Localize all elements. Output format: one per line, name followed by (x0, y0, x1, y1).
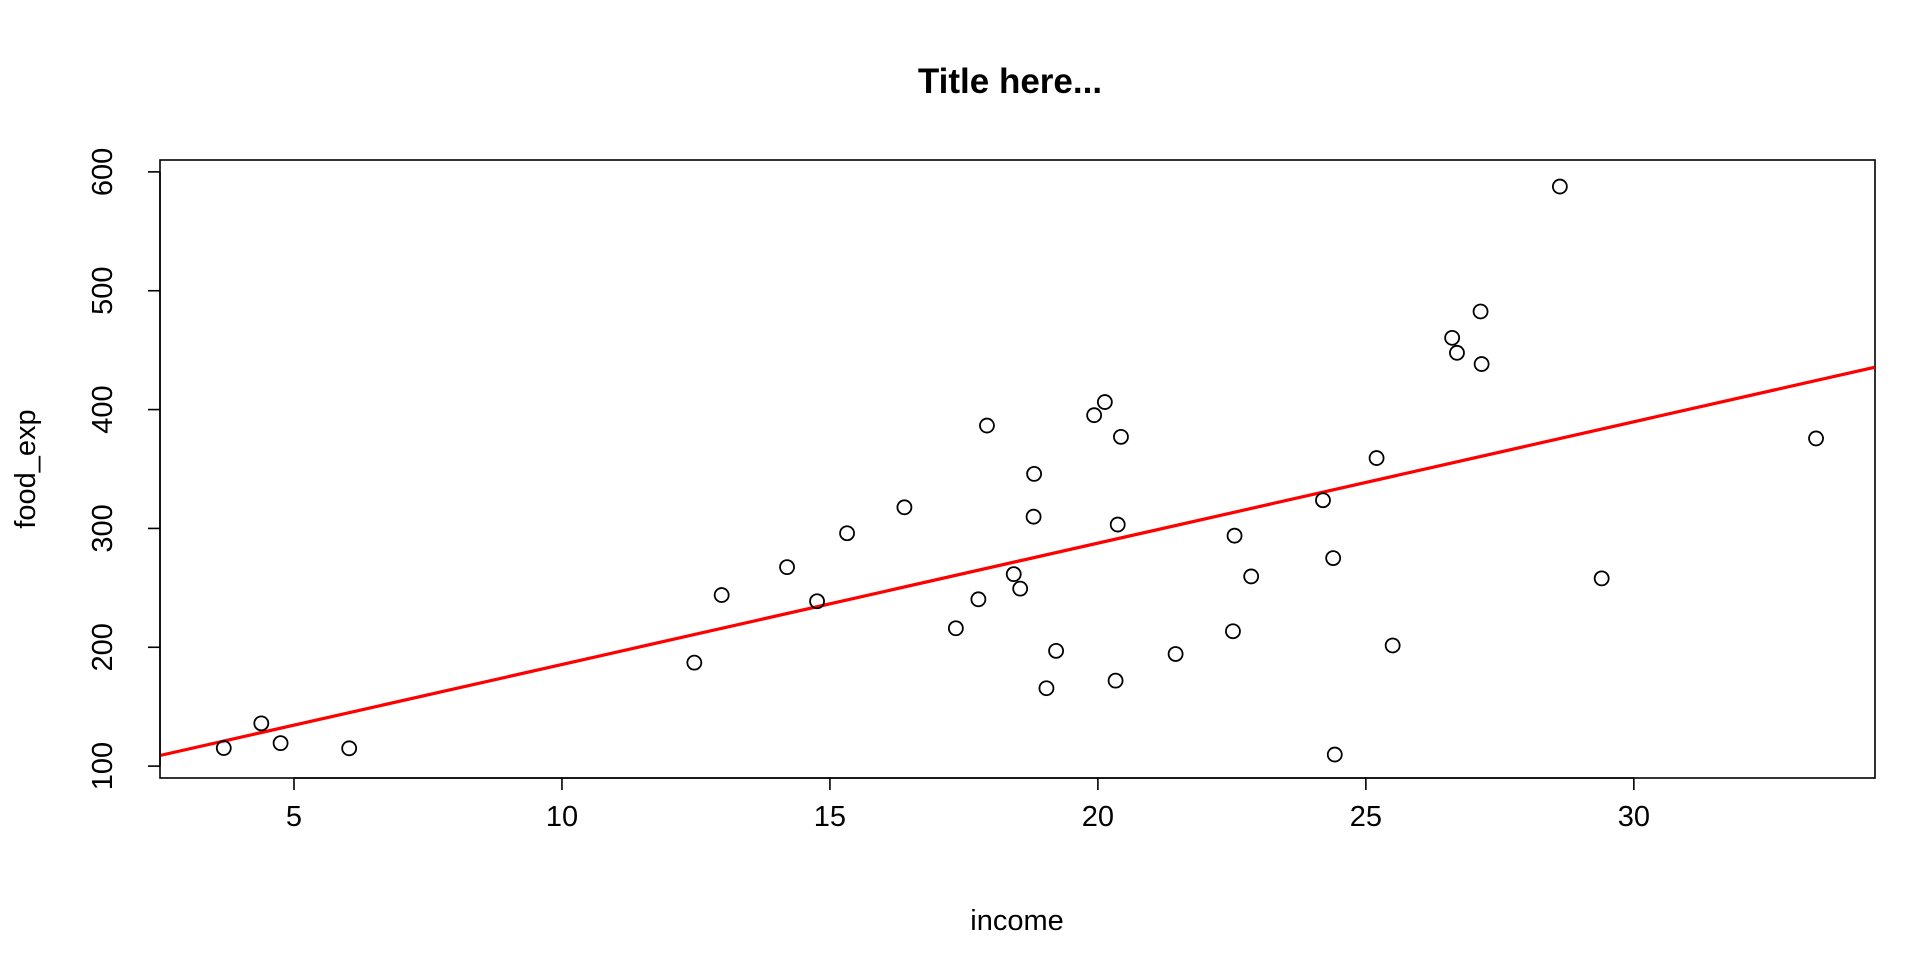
data-point (1225, 623, 1241, 640)
y-tick-label: 100 (87, 742, 119, 790)
data-point (1808, 430, 1824, 447)
x-tick-label: 25 (1350, 801, 1382, 833)
data-point (341, 740, 358, 757)
data-point (1167, 646, 1184, 662)
data-point (1226, 527, 1243, 544)
data-point (215, 740, 232, 756)
data-point (1113, 428, 1129, 445)
data-point (1444, 329, 1461, 346)
data-point (1026, 465, 1043, 482)
data-point (1096, 394, 1113, 410)
plot-frame (159, 159, 1876, 779)
data-point (1326, 746, 1343, 763)
data-point (1005, 566, 1022, 583)
y-tick-label: 200 (87, 623, 119, 671)
data-point (1109, 516, 1126, 533)
data-point (1473, 356, 1490, 372)
x-tick-label: 5 (286, 801, 302, 833)
data-point (1384, 637, 1401, 654)
x-axis-label: income (970, 905, 1064, 937)
y-tick-label: 300 (87, 504, 119, 552)
data-point (1012, 580, 1029, 597)
data-point (839, 525, 855, 542)
x-tick-label: 30 (1618, 801, 1650, 833)
data-point (1593, 570, 1610, 587)
y-axis-label: food_exp (10, 409, 42, 528)
data-point (1025, 508, 1042, 525)
data-point (1086, 407, 1103, 424)
data-point (686, 654, 703, 671)
data-point (272, 735, 289, 752)
data-point (896, 499, 913, 516)
data-point (713, 587, 730, 603)
y-tick-label: 600 (87, 148, 119, 196)
data-point (979, 417, 995, 434)
data-point (1038, 680, 1055, 697)
data-point (1449, 344, 1465, 361)
data-points (215, 178, 1824, 763)
data-point (1368, 450, 1385, 466)
data-point (1048, 642, 1064, 659)
y-axis: 100 200 300 400 500 600 (87, 148, 161, 790)
chart-title: Title here... (918, 62, 1102, 101)
data-point (1472, 303, 1489, 320)
data-point (947, 620, 964, 637)
x-axis: 5 10 15 20 25 30 (286, 777, 1650, 833)
x-tick-label: 10 (546, 801, 578, 833)
data-point (1551, 178, 1568, 195)
regression-line (160, 365, 1875, 758)
y-tick-label: 400 (87, 385, 119, 433)
x-tick-label: 15 (814, 801, 846, 833)
data-point (1243, 568, 1260, 585)
data-point (970, 591, 987, 608)
x-tick-label: 20 (1082, 801, 1114, 833)
data-point (1107, 672, 1124, 689)
data-point (253, 715, 270, 732)
data-point (809, 593, 825, 610)
data-point (779, 559, 795, 576)
data-point (1325, 550, 1342, 567)
y-tick-label: 500 (87, 267, 119, 315)
data-point (1315, 492, 1331, 509)
